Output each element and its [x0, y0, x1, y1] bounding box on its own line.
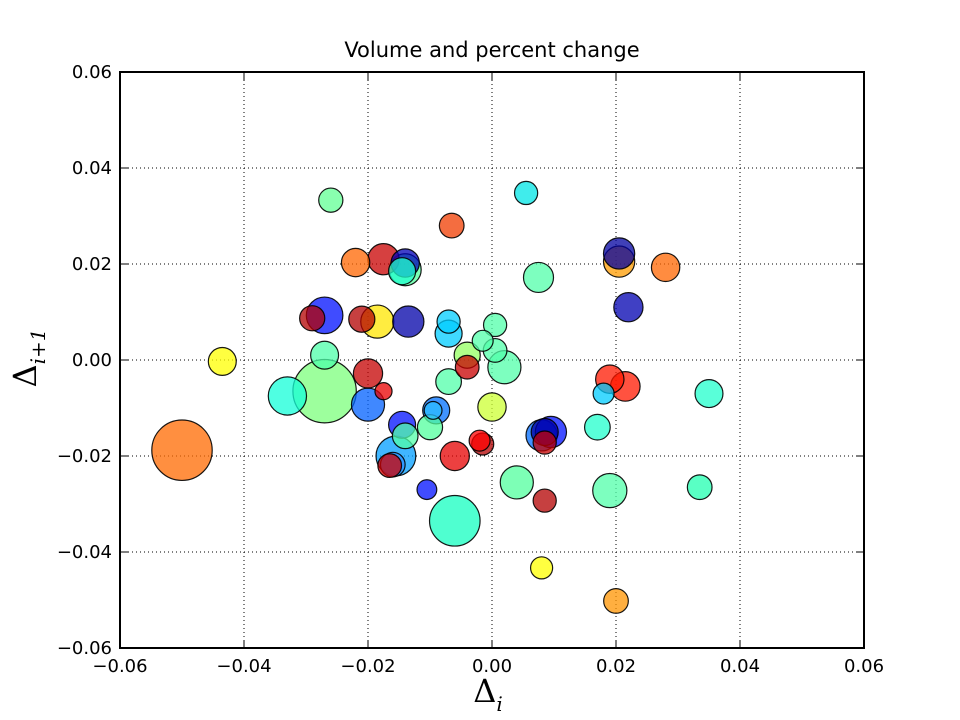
- x-axis-label: Δi: [473, 672, 503, 716]
- y-tick-label: −0.06: [57, 638, 112, 659]
- data-point: [377, 453, 403, 479]
- data-point: [352, 358, 384, 389]
- x-tick-label: 0.04: [720, 656, 760, 677]
- data-point: [529, 556, 554, 580]
- data-point: [423, 400, 443, 420]
- data-point: [592, 472, 628, 509]
- data-point: [387, 257, 417, 286]
- data-point: [499, 465, 534, 500]
- data-point: [438, 212, 465, 239]
- data-point: [603, 588, 629, 614]
- y-tick-label: −0.04: [57, 542, 112, 563]
- data-point: [686, 474, 713, 501]
- x-axis-label-subscript: i: [496, 692, 502, 716]
- data-point: [602, 237, 636, 270]
- data-point: [650, 252, 681, 283]
- data-point: [522, 261, 555, 294]
- data-point: [694, 379, 724, 409]
- data-point: [471, 329, 494, 352]
- chart-title: Volume and percent change: [344, 38, 639, 62]
- y-axis-label-subscript: i+1: [26, 329, 50, 365]
- y-axis-label-symbol: Δ: [6, 364, 44, 387]
- data-point: [592, 382, 615, 405]
- data-points: [151, 180, 724, 614]
- data-point: [207, 346, 237, 376]
- data-point: [374, 382, 393, 401]
- x-tick-label: 0.06: [844, 656, 884, 677]
- x-tick-label: 0.00: [472, 656, 512, 677]
- y-tick-label: 0.02: [72, 254, 112, 275]
- data-point: [340, 247, 371, 278]
- data-point: [482, 312, 508, 338]
- data-point: [532, 488, 557, 513]
- data-point: [532, 430, 557, 455]
- data-point: [299, 305, 326, 332]
- data-point: [477, 392, 507, 422]
- data-point: [468, 429, 491, 452]
- data-point: [416, 479, 438, 501]
- data-point: [439, 440, 470, 472]
- data-point: [436, 309, 461, 334]
- data-point: [151, 419, 213, 482]
- data-point: [310, 340, 340, 370]
- x-axis-label-symbol: Δ: [473, 672, 496, 710]
- data-point: [513, 180, 539, 206]
- y-axis-label: Δi+1: [6, 329, 50, 388]
- x-tick-label: −0.06: [92, 656, 147, 677]
- x-tick-label: −0.02: [340, 656, 395, 677]
- y-tick-label: 0.00: [72, 350, 112, 371]
- y-tick-label: 0.06: [72, 62, 112, 83]
- data-point: [435, 368, 463, 396]
- data-point: [392, 305, 425, 338]
- x-tick-label: 0.02: [596, 656, 636, 677]
- data-point: [391, 422, 419, 450]
- y-tick-label: −0.02: [57, 446, 112, 467]
- data-point: [428, 494, 481, 547]
- axis-ticks: −0.06 −0.04 −0.02 0.00 0.02 0.04 0.06 −0.06 −0.0…: [57, 62, 884, 677]
- data-point: [613, 292, 644, 323]
- data-point: [267, 376, 308, 416]
- data-point: [348, 305, 376, 333]
- data-point: [318, 187, 344, 213]
- data-point: [454, 354, 480, 380]
- x-tick-label: −0.04: [216, 656, 271, 677]
- data-point: [583, 413, 611, 441]
- y-tick-label: 0.04: [72, 158, 112, 179]
- grid-lines: [120, 72, 864, 648]
